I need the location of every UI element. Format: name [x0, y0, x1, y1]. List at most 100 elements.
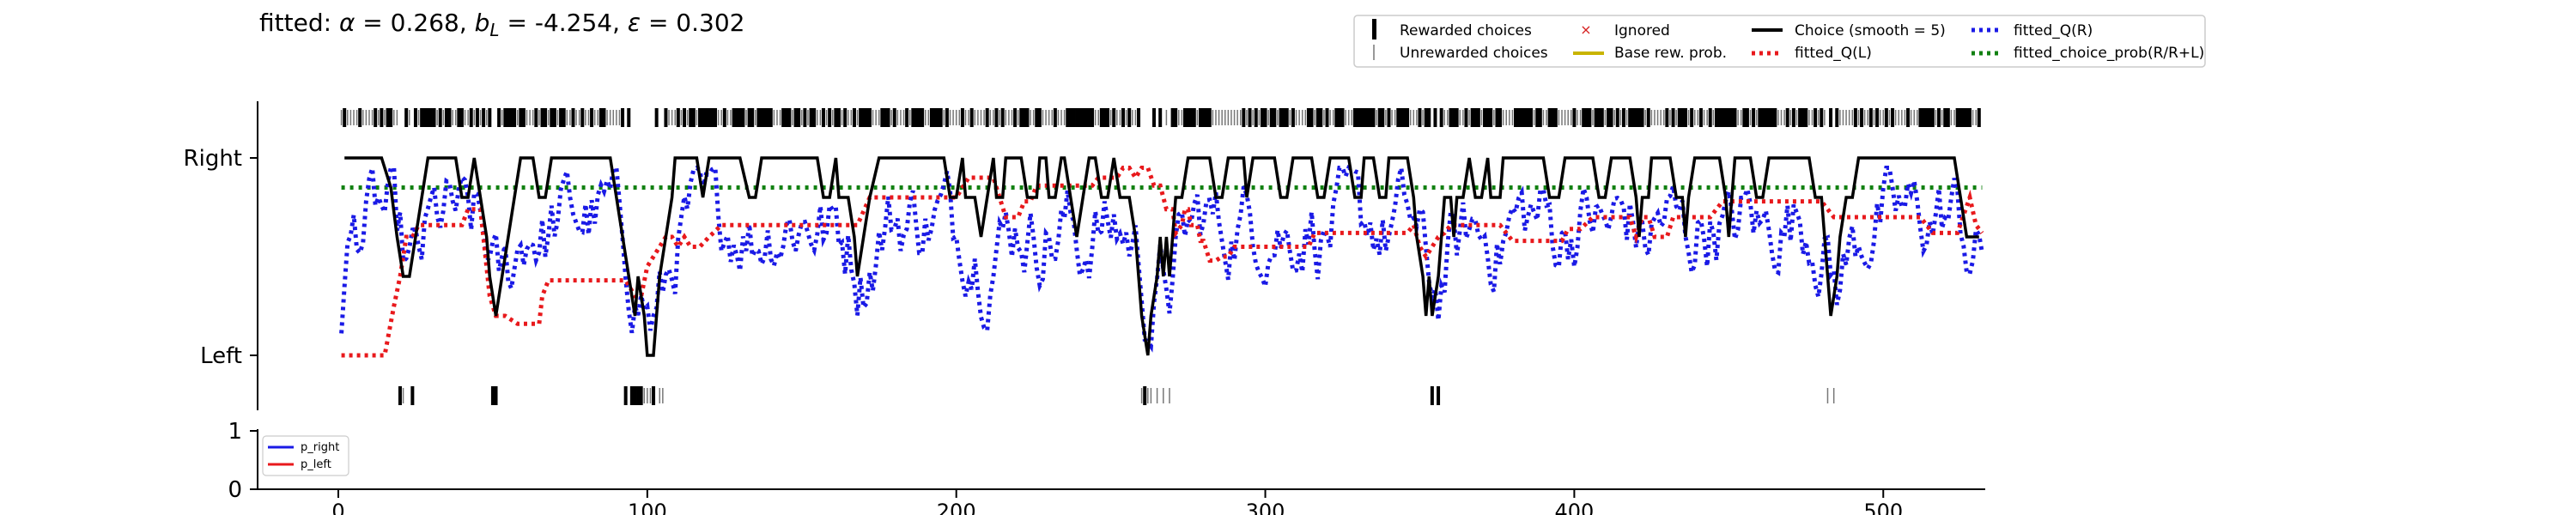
rewarded-choice-mark — [654, 108, 659, 127]
rewarded-choice-mark — [867, 108, 872, 127]
rewarded-choice-mark — [1582, 108, 1586, 127]
rewarded-choice-mark — [1968, 108, 1972, 127]
rewarded-choice-mark — [1922, 108, 1926, 127]
rewarded-choice-mark — [1767, 108, 1771, 127]
rewarded-choice-mark — [1665, 108, 1669, 127]
rewarded-choice-mark — [1381, 108, 1385, 127]
rewarded-choice-mark — [861, 108, 866, 127]
rewarded-choice-mark — [1547, 108, 1552, 127]
rewarded-choice-mark — [1013, 108, 1018, 127]
rewarded-choice-mark — [1868, 108, 1873, 127]
rewarded-choice-mark — [762, 108, 767, 127]
rewarded-choice-mark — [1337, 108, 1341, 127]
rewarded-choice-mark — [438, 108, 442, 127]
rewarded-choice-mark — [426, 108, 430, 127]
rewarded-choice-mark — [1072, 108, 1076, 127]
rewarded-choice-mark — [1727, 108, 1731, 127]
rewarded-choice-mark — [1285, 108, 1289, 127]
rewarded-choice-mark — [1752, 108, 1756, 127]
rewarded-choice-mark — [1371, 108, 1376, 127]
rewarded-choice-mark — [985, 108, 989, 127]
rewarded-choice-mark — [710, 108, 714, 127]
rewarded-choice-mark — [741, 108, 745, 127]
rewarded-choice-mark — [1433, 108, 1437, 127]
rewarded-choice-mark — [1714, 108, 1718, 127]
rewarded-choice-mark — [1637, 108, 1641, 127]
rewarded-choice-mark — [1535, 108, 1540, 127]
rewarded-choice-mark — [781, 108, 786, 127]
rewarded-choice-mark — [769, 108, 773, 127]
rewarded-choice-mark — [1399, 108, 1403, 127]
rewarded-choice-mark — [559, 108, 563, 127]
rewarded-choice-mark — [1000, 108, 1005, 127]
rewarded-choice-mark — [1814, 108, 1818, 127]
rewarded-choice-mark — [627, 108, 631, 127]
rewarded-choice-mark — [1035, 108, 1039, 127]
rewarded-choice-mark — [598, 108, 603, 127]
rewarded-choice-mark — [1733, 108, 1737, 127]
rewarded-choice-mark — [1137, 108, 1141, 127]
rewarded-choice-mark — [1600, 108, 1604, 127]
rewarded-choice-mark — [1103, 108, 1107, 127]
rewarded-choice-mark — [1875, 108, 1880, 127]
rewarded-choice-mark — [602, 108, 606, 127]
rewarded-choice-mark — [735, 108, 739, 127]
rewarded-choice-mark — [1680, 108, 1685, 127]
rewarded-choice-mark — [750, 108, 755, 127]
rewarded-choice-mark — [759, 108, 763, 127]
rewarded-choice-mark — [422, 108, 427, 127]
rewarded-choice-mark — [1615, 108, 1619, 127]
rewarded-choice-mark — [621, 108, 625, 127]
rewarded-choice-mark — [1798, 108, 1802, 127]
rewarded-choice-mark — [852, 108, 856, 127]
rewarded-choice-mark — [428, 108, 433, 127]
rewarded-choice-mark — [1946, 108, 1950, 127]
main-axes: Right Left — [184, 101, 1984, 410]
rewarded-choice-mark — [490, 386, 495, 405]
rewarded-choice-mark — [1860, 108, 1864, 127]
rewarded-choice-mark — [1081, 108, 1085, 127]
rewarded-choice-mark — [1628, 108, 1632, 127]
rewarded-choice-mark — [1319, 108, 1323, 127]
rewarded-choice-mark — [883, 108, 887, 127]
ytick-right-label: Right — [184, 146, 242, 172]
rewarded-choice-mark — [933, 108, 937, 127]
x-tick-label: 300 — [1246, 500, 1285, 515]
chart-title: fitted: α = 0.268, bL = -4.254, ε = 0.30… — [259, 9, 744, 40]
rewarded-choice-mark — [732, 108, 736, 127]
rewarded-choice-mark — [1282, 108, 1286, 127]
rewarded-choice-mark — [1522, 108, 1527, 127]
rewarded-choice-mark — [969, 108, 974, 127]
rewarded-choice-mark — [1152, 108, 1157, 127]
rewarded-choice-mark — [1242, 108, 1246, 127]
rewarded-choice-mark — [766, 108, 770, 127]
rewarded-choice-mark — [1943, 108, 1947, 127]
rewarded-choice-mark — [1804, 108, 1808, 127]
rewarded-choice-mark — [1955, 108, 1959, 127]
rewarded-choice-mark — [1037, 108, 1042, 127]
rewarded-choice-mark — [1189, 108, 1194, 127]
rewarded-choice-mark — [1884, 108, 1888, 127]
rewarded-choice-mark — [343, 108, 347, 127]
rewarded-choice-mark — [1112, 108, 1116, 127]
rewarded-choice-mark — [509, 108, 513, 127]
rewarded-choice-mark — [698, 108, 702, 127]
rewarded-choice-mark — [784, 108, 788, 127]
rewarded-choice-mark — [1121, 108, 1126, 127]
rewarded-choice-mark — [905, 108, 909, 127]
rewarded-choice-mark — [747, 108, 751, 127]
legend2-p-right-label: p_right — [301, 441, 339, 454]
rewarded-choice-mark — [1273, 108, 1277, 127]
rewarded-choice-mark — [1609, 108, 1613, 127]
rewarded-choice-mark — [836, 108, 841, 127]
rewarded-choice-mark — [1260, 108, 1264, 127]
rewarded-choice-mark — [1334, 108, 1339, 127]
rewarded-choice-mark — [1066, 108, 1070, 127]
rewarded-choice-mark — [1584, 108, 1589, 127]
rewarded-choice-mark — [1356, 108, 1360, 127]
legend-ignored-swatch: × — [1580, 21, 1591, 38]
rewarded-choice-mark — [1717, 108, 1722, 127]
rewarded-choice-mark — [1019, 108, 1024, 127]
rewarded-choice-mark — [519, 108, 523, 127]
rewarded-choice-mark — [1485, 108, 1490, 127]
